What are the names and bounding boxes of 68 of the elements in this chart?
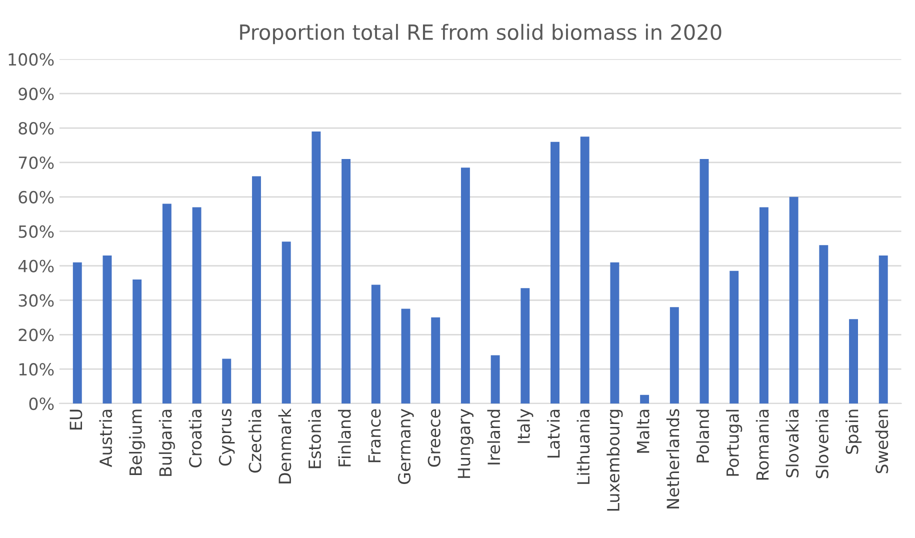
y-tick-label: 70% <box>18 156 54 170</box>
x-tick-label: Austria <box>99 410 112 468</box>
bar <box>640 394 650 404</box>
y-tick-label: 30% <box>18 294 54 307</box>
x-tick-label: Denmark <box>278 408 292 484</box>
y-tick-label: 10% <box>19 363 54 376</box>
bar <box>849 319 858 404</box>
y-tick-label: 90% <box>18 88 54 100</box>
bar <box>431 317 440 404</box>
x-tick-label: Slovenia <box>816 410 828 478</box>
x-tick-label: Lithuania <box>576 410 590 484</box>
bar <box>252 176 261 404</box>
x-tick-label: Slovakia <box>786 410 799 478</box>
x-tick-label: Romania <box>756 410 769 480</box>
x-tick-label: Latvia <box>546 410 560 458</box>
bar <box>282 242 291 404</box>
x-tick-label: Croatia <box>188 410 202 468</box>
x-tick-label: Czechia <box>248 410 262 473</box>
x-tick-label: Estonia <box>308 410 322 468</box>
bar <box>401 308 410 404</box>
bar <box>102 255 112 404</box>
y-tick-label: 60% <box>18 190 54 204</box>
bar <box>759 207 768 404</box>
bar <box>730 270 739 404</box>
x-tick-label: Poland <box>696 410 710 462</box>
bar <box>192 207 202 404</box>
x-tick-label: Ireland <box>487 410 500 464</box>
y-tick-label: 100% <box>8 53 54 66</box>
x-tick-label: Germany <box>398 408 414 484</box>
bar <box>819 245 828 404</box>
x-tick-label: Spain <box>845 410 862 454</box>
bar <box>371 284 380 404</box>
x-tick-label: Netherlands <box>666 409 680 508</box>
x-tick-label: Belgium <box>129 410 146 476</box>
x-tick-label: Bulgaria <box>158 410 176 476</box>
bar <box>222 358 232 404</box>
x-tick-label: Finland <box>338 410 351 466</box>
y-tick-label: 80% <box>18 122 54 135</box>
bar <box>789 196 798 404</box>
x-tick-label: Hungary <box>458 408 474 478</box>
x-tick-label: Portugal <box>726 410 742 476</box>
bar <box>342 159 351 404</box>
x-tick-label: Greece <box>428 409 440 467</box>
y-tick-label: 20% <box>18 328 54 342</box>
bar <box>132 280 142 404</box>
x-tick-label: France <box>368 409 381 462</box>
x-tick-label: Cyprus <box>218 409 235 466</box>
bar <box>878 255 888 404</box>
bar <box>460 168 470 404</box>
x-tick-label: Malta <box>636 410 650 453</box>
x-tick-label: EU <box>70 410 82 430</box>
bar <box>72 262 82 404</box>
x-tick-label: Italy <box>517 408 534 443</box>
bar <box>700 159 709 404</box>
bar <box>162 204 172 404</box>
x-tick-label: Luxembourg <box>606 410 623 511</box>
x-tick-label: Sweden <box>875 410 888 474</box>
bar <box>580 136 590 404</box>
bar <box>550 142 560 404</box>
bar <box>670 307 679 404</box>
chart-title: Proportion total RE from solid biomass in 2020 <box>240 24 722 44</box>
y-tick-label: 0% <box>29 397 54 410</box>
y-tick-label: 50% <box>18 225 54 238</box>
bar <box>610 262 620 404</box>
bar <box>312 131 321 404</box>
y-tick-label: 40% <box>18 260 54 272</box>
bar <box>520 288 530 404</box>
bar <box>490 355 500 404</box>
